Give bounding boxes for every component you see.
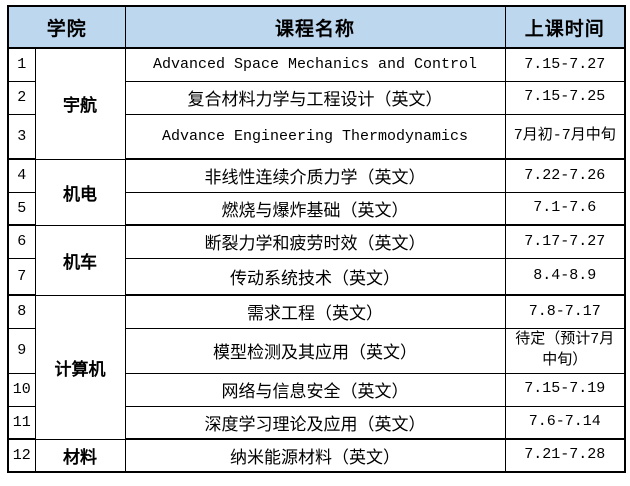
table-row: 3 Advance Engineering Thermodynamics 7月初… <box>7 113 626 160</box>
table-row: 6 机车 断裂力学和疲劳时效（英文） 7.17-7.27 <box>7 224 626 296</box>
row-number: 8 <box>7 294 36 329</box>
table-row: 5 燃烧与爆炸基础（英文） 7.1-7.6 <box>7 191 626 226</box>
table-row: 8 计算机 需求工程（英文） 7.8-7.17 <box>7 294 626 440</box>
table-row: 1 宇航 Advanced Space Mechanics and Contro… <box>7 47 626 160</box>
class-time: 8.4-8.9 <box>504 257 626 296</box>
table-row: 2 复合材料力学与工程设计（英文） 7.15-7.25 <box>7 80 626 115</box>
row-number: 11 <box>7 405 36 440</box>
course-name: 模型检测及其应用（英文） <box>124 327 506 374</box>
row-number: 1 <box>7 47 36 82</box>
row-number: 3 <box>7 113 36 160</box>
row-number: 10 <box>7 372 36 407</box>
course-name: 深度学习理论及应用（英文） <box>124 405 506 440</box>
row-number: 4 <box>7 158 36 193</box>
college-cell-jidian: 机电 <box>34 158 126 226</box>
col-header-time: 上课时间 <box>504 5 626 49</box>
class-time: 7.17-7.27 <box>504 224 626 259</box>
course-name: Advance Engineering Thermodynamics <box>124 113 506 160</box>
table-row: 9 模型检测及其应用（英文） 待定（预计7月中旬） <box>7 327 626 374</box>
col-header-course: 课程名称 <box>124 5 506 49</box>
class-time: 7.22-7.26 <box>504 158 626 193</box>
table-row: 12 材料 纳米能源材料（英文） 7.21-7.28 <box>7 438 626 473</box>
row-number: 6 <box>7 224 36 259</box>
course-name: 复合材料力学与工程设计（英文） <box>124 80 506 115</box>
course-name: Advanced Space Mechanics and Control <box>124 47 506 82</box>
course-name: 网络与信息安全（英文） <box>124 372 506 407</box>
class-time: 7.15-7.25 <box>504 80 626 115</box>
course-name: 纳米能源材料（英文） <box>124 438 506 473</box>
class-time: 7.6-7.14 <box>504 405 626 440</box>
row-number: 5 <box>7 191 36 226</box>
class-time: 7.21-7.28 <box>504 438 626 473</box>
header-row: 学院 课程名称 上课时间 <box>7 5 626 49</box>
col-header-college: 学院 <box>7 5 126 49</box>
college-cell-cailiao: 材料 <box>34 438 126 473</box>
course-schedule-table: 学院 课程名称 上课时间 1 宇航 Advanced Space Mechani… <box>7 5 627 473</box>
college-cell-jisuanji: 计算机 <box>34 294 126 440</box>
class-time: 7月初-7月中旬 <box>504 113 626 160</box>
college-cell-yuhang: 宇航 <box>34 47 126 160</box>
course-name: 燃烧与爆炸基础（英文） <box>124 191 506 226</box>
table-row: 7 传动系统技术（英文） 8.4-8.9 <box>7 257 626 296</box>
row-number: 12 <box>7 438 36 473</box>
class-time: 7.15-7.19 <box>504 372 626 407</box>
row-number: 9 <box>7 327 36 374</box>
college-cell-jiche: 机车 <box>34 224 126 296</box>
course-name: 传动系统技术（英文） <box>124 257 506 296</box>
class-time: 7.1-7.6 <box>504 191 626 226</box>
row-number: 7 <box>7 257 36 296</box>
course-name: 非线性连续介质力学（英文） <box>124 158 506 193</box>
class-time: 待定（预计7月中旬） <box>504 327 626 374</box>
class-time: 7.8-7.17 <box>504 294 626 329</box>
table-row: 4 机电 非线性连续介质力学（英文） 7.22-7.26 <box>7 158 626 226</box>
course-name: 需求工程（英文） <box>124 294 506 329</box>
class-time: 7.15-7.27 <box>504 47 626 82</box>
course-name: 断裂力学和疲劳时效（英文） <box>124 224 506 259</box>
table-row: 11 深度学习理论及应用（英文） 7.6-7.14 <box>7 405 626 440</box>
row-number: 2 <box>7 80 36 115</box>
